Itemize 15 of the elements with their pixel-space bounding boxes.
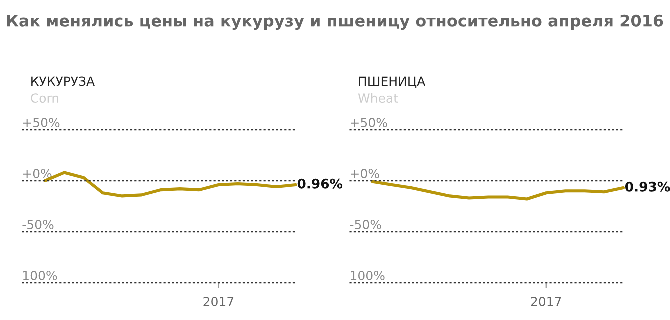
y-tick-label: 100% <box>23 271 58 280</box>
y-tick-label: -50% <box>350 220 382 230</box>
x-tick-label: 2017 <box>531 296 562 306</box>
y-tick-label: -50% <box>22 220 54 230</box>
text: 0.93% <box>625 182 670 192</box>
y-tick-label: +0% <box>23 169 52 178</box>
x-tick-label: 2017 <box>204 296 234 306</box>
y-tick-label: +50% <box>23 118 60 128</box>
y-tick-label: 100% <box>351 271 385 280</box>
chart-title: КУКУРУЗА <box>32 76 95 86</box>
y-tick-label: +50% <box>351 118 388 128</box>
text: 0.96% <box>298 178 343 189</box>
y-tick-label: +0% <box>351 169 380 178</box>
chart-title: ПШЕНИЦА <box>359 76 426 88</box>
text: Как менялись цены на кукурузу и пшеницу относительно апреля 2016 <box>7 14 664 30</box>
